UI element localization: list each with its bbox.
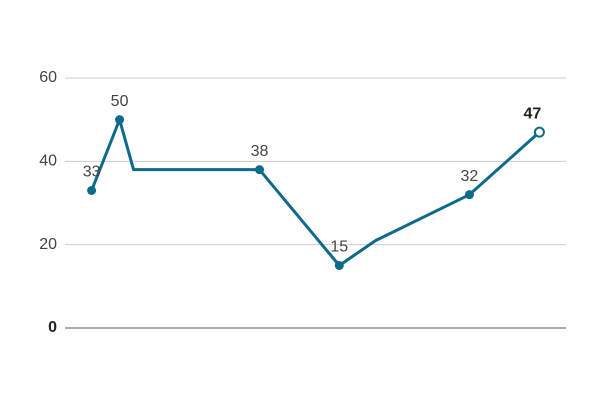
y-tick-label: 0: [48, 319, 57, 336]
data-label: 47: [524, 105, 542, 122]
point: [334, 261, 344, 270]
point: [464, 190, 474, 200]
y-tick-label: 60: [39, 69, 57, 86]
data-label: 50: [111, 93, 129, 110]
point: [115, 115, 125, 125]
y-tick-label: 20: [39, 236, 57, 253]
point: [533, 126, 545, 138]
line: [90, 118, 541, 267]
y-tick-label: 40: [39, 153, 57, 170]
point: [87, 186, 97, 195]
point: [255, 165, 265, 175]
data-label: 38: [251, 143, 269, 160]
data-label: 15: [330, 239, 348, 256]
data-label: 32: [461, 168, 479, 185]
data-label: 33: [83, 164, 101, 181]
